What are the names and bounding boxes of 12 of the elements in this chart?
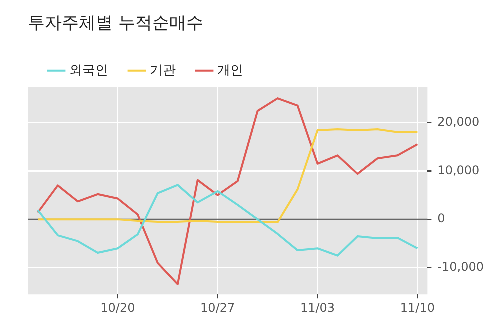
y-tick-label: 0: [438, 212, 446, 226]
chart-title: 투자주체별 누적순매수: [28, 14, 204, 34]
legend-label: 기관: [150, 63, 176, 78]
y-tick-label: 10,000: [438, 163, 480, 178]
legend-label: 개인: [218, 63, 244, 78]
legend-label: 외국인: [70, 63, 108, 78]
x-tick-label: 10/20: [100, 300, 136, 315]
x-tick-label: 11/03: [300, 300, 336, 315]
y-tick-label: 20,000: [438, 114, 480, 129]
x-tick-label: 10/27: [200, 300, 236, 315]
x-tick-label: 11/10: [400, 300, 435, 315]
y-tick-label: -10,000: [438, 260, 484, 274]
